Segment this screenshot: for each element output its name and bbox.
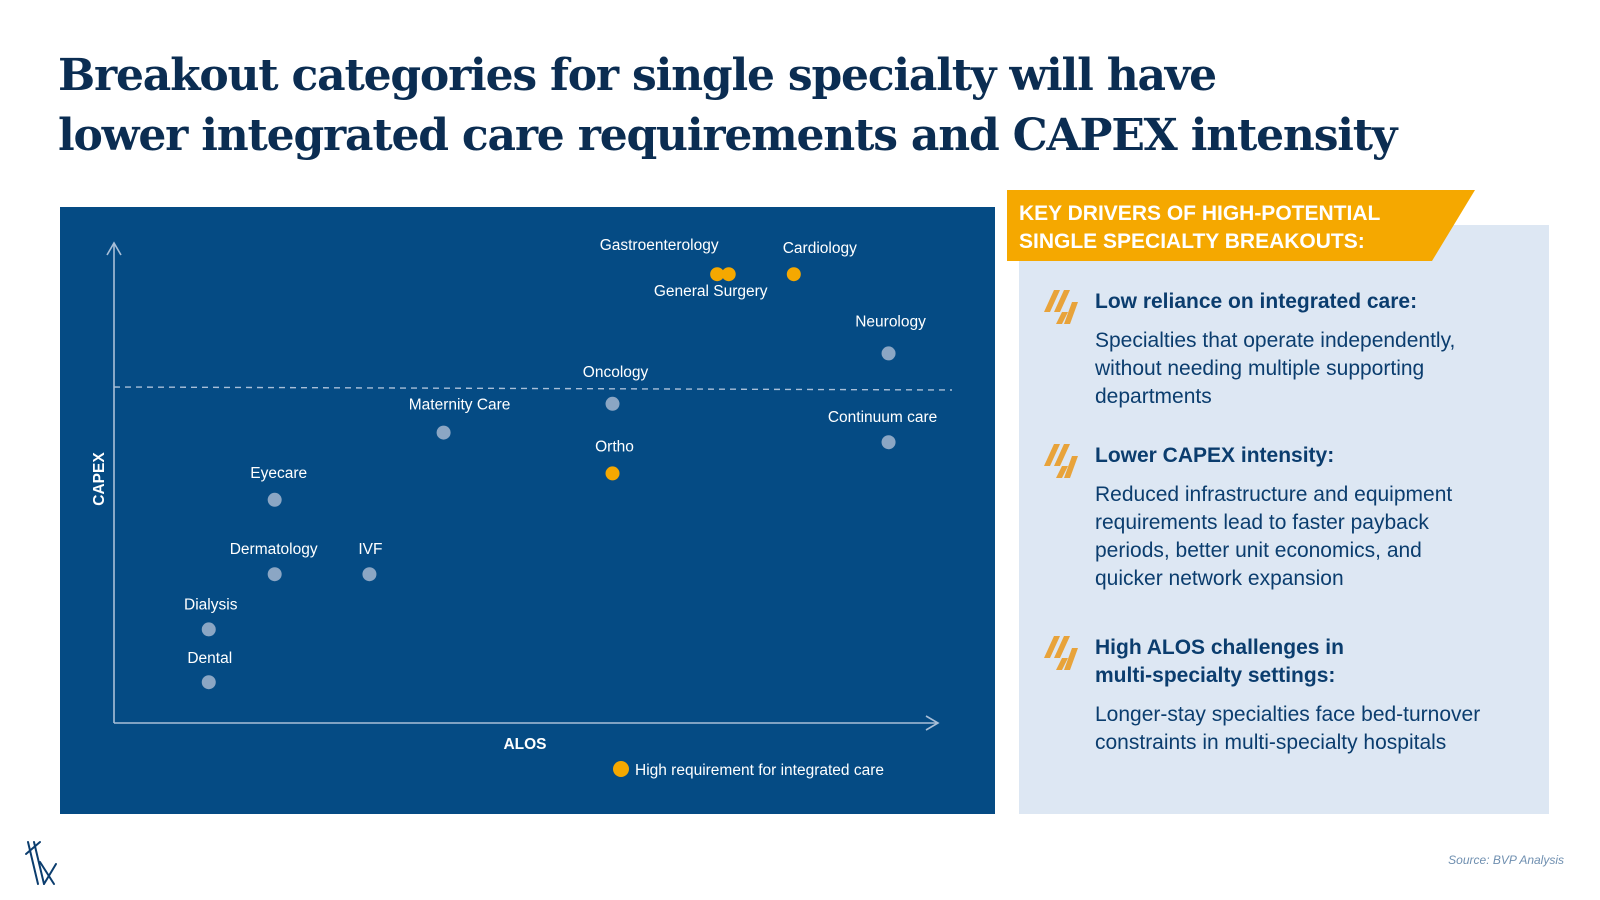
point-label-cardiology: Cardiology (783, 240, 857, 257)
point-label-neurology: Neurology (855, 313, 926, 330)
point-label-dermatology: Dermatology (230, 541, 318, 558)
bvp-slash-logo-icon (25, 841, 57, 885)
driver-body-line: periods, better unit economics, and (1095, 539, 1422, 562)
scatter-point-gastroenterology (710, 267, 725, 282)
driver-heading: Lower CAPEX intensity: (1095, 442, 1535, 470)
page-title: Breakout categories for single specialty… (58, 46, 1458, 166)
scatter-point-cardiology (786, 267, 801, 282)
scatter-chart-panel: ALOS CAPEX Gastroenterology General Surge… (60, 207, 995, 814)
x-axis-arrow (925, 715, 940, 731)
point-label-dental: Dental (187, 650, 232, 667)
driver-heading: Low reliance on integrated care: (1095, 288, 1535, 316)
banner-line-1: KEY DRIVERS OF HIGH-POTENTIAL (1019, 202, 1381, 225)
threshold-dashed-line (113, 386, 953, 391)
hatched-parallelogram-icon (1044, 444, 1078, 478)
driver-item: High ALOS challenges in multi-specialty … (1042, 634, 1542, 764)
driver-heading-line: Lower CAPEX intensity: (1095, 444, 1335, 467)
hatched-parallelogram-icon (1044, 290, 1078, 324)
scatter-point-dental (201, 675, 216, 690)
driver-heading: High ALOS challenges in multi-specialty … (1095, 634, 1535, 690)
point-label-ortho: Ortho (595, 438, 634, 455)
hatched-parallelogram-icon (1044, 636, 1078, 670)
scatter-point-ivf (362, 567, 377, 582)
page-title-line-2: lower integrated care requirements and C… (58, 110, 1398, 161)
scatter-point-maternity-care (436, 425, 451, 440)
driver-body-line: departments (1095, 385, 1212, 408)
scatter-point-dermatology (267, 567, 282, 582)
driver-body: Longer-stay specialties face bed-turnove… (1095, 701, 1535, 757)
driver-item: Lower CAPEX intensity: Reduced infrastru… (1042, 442, 1542, 602)
y-axis-arrow (106, 241, 122, 256)
point-label-eyecare: Eyecare (250, 465, 307, 482)
legend: High requirement for integrated care (613, 761, 884, 779)
point-label-ivf: IVF (358, 541, 382, 558)
driver-heading-line: High ALOS challenges in (1095, 636, 1344, 659)
legend-label: High requirement for integrated care (635, 762, 884, 779)
source-note: Source: BVP Analysis (1448, 853, 1564, 867)
scatter-point-continuum-care (881, 435, 896, 450)
driver-body-line: requirements lead to faster payback (1095, 511, 1429, 534)
point-label-continuum-care: Continuum care (828, 409, 937, 426)
banner-line-2: SINGLE SPECIALTY BREAKOUTS: (1019, 230, 1365, 253)
y-axis-label: CAPEX (91, 452, 108, 506)
scatter-point-general-surgery (721, 267, 736, 282)
scatter-point-ortho (605, 466, 620, 481)
banner-shape (1007, 190, 1475, 261)
x-axis-label: ALOS (503, 736, 546, 753)
driver-body: Reduced infrastructure and equipment req… (1095, 481, 1535, 593)
driver-body-line: constraints in multi-specialty hospitals (1095, 731, 1447, 754)
scatter-point-neurology (881, 346, 896, 361)
key-drivers-banner: KEY DRIVERS OF HIGH-POTENTIAL SINGLE SPE… (1007, 190, 1475, 261)
driver-body-line: Longer-stay specialties face bed-turnove… (1095, 703, 1481, 726)
driver-body: Specialties that operate independently, … (1095, 327, 1535, 411)
driver-heading-line: Low reliance on integrated care: (1095, 290, 1418, 313)
point-label-general-surgery: General Surgery (654, 283, 768, 300)
banner-title: KEY DRIVERS OF HIGH-POTENTIAL SINGLE SPE… (1019, 200, 1380, 256)
scatter-point-dialysis (201, 622, 216, 637)
legend-marker (613, 761, 629, 777)
scatter-chart: ALOS CAPEX Gastroenterology General Surge… (91, 237, 953, 779)
chart-axes: ALOS CAPEX (91, 241, 953, 753)
page-title-line-1: Breakout categories for single specialty… (58, 50, 1217, 101)
point-label-dialysis: Dialysis (184, 596, 238, 613)
driver-body-line: Specialties that operate independently, (1095, 329, 1456, 352)
driver-heading-line: multi-specialty settings: (1095, 664, 1336, 687)
driver-body-line: Reduced infrastructure and equipment (1095, 483, 1453, 506)
point-label-oncology: Oncology (583, 364, 649, 381)
scatter-points: Gastroenterology General Surgery Cardiolog… (184, 237, 937, 690)
driver-item: Low reliance on integrated care: Special… (1042, 288, 1542, 418)
point-label-maternity-care: Maternity Care (409, 397, 511, 414)
driver-body-line: quicker network expansion (1095, 567, 1344, 590)
scatter-point-eyecare (267, 492, 282, 507)
driver-body-line: without needing multiple supporting (1095, 357, 1425, 380)
scatter-point-oncology (605, 396, 620, 411)
key-drivers-panel (1019, 225, 1549, 814)
point-label-gastroenterology: Gastroenterology (600, 237, 719, 254)
